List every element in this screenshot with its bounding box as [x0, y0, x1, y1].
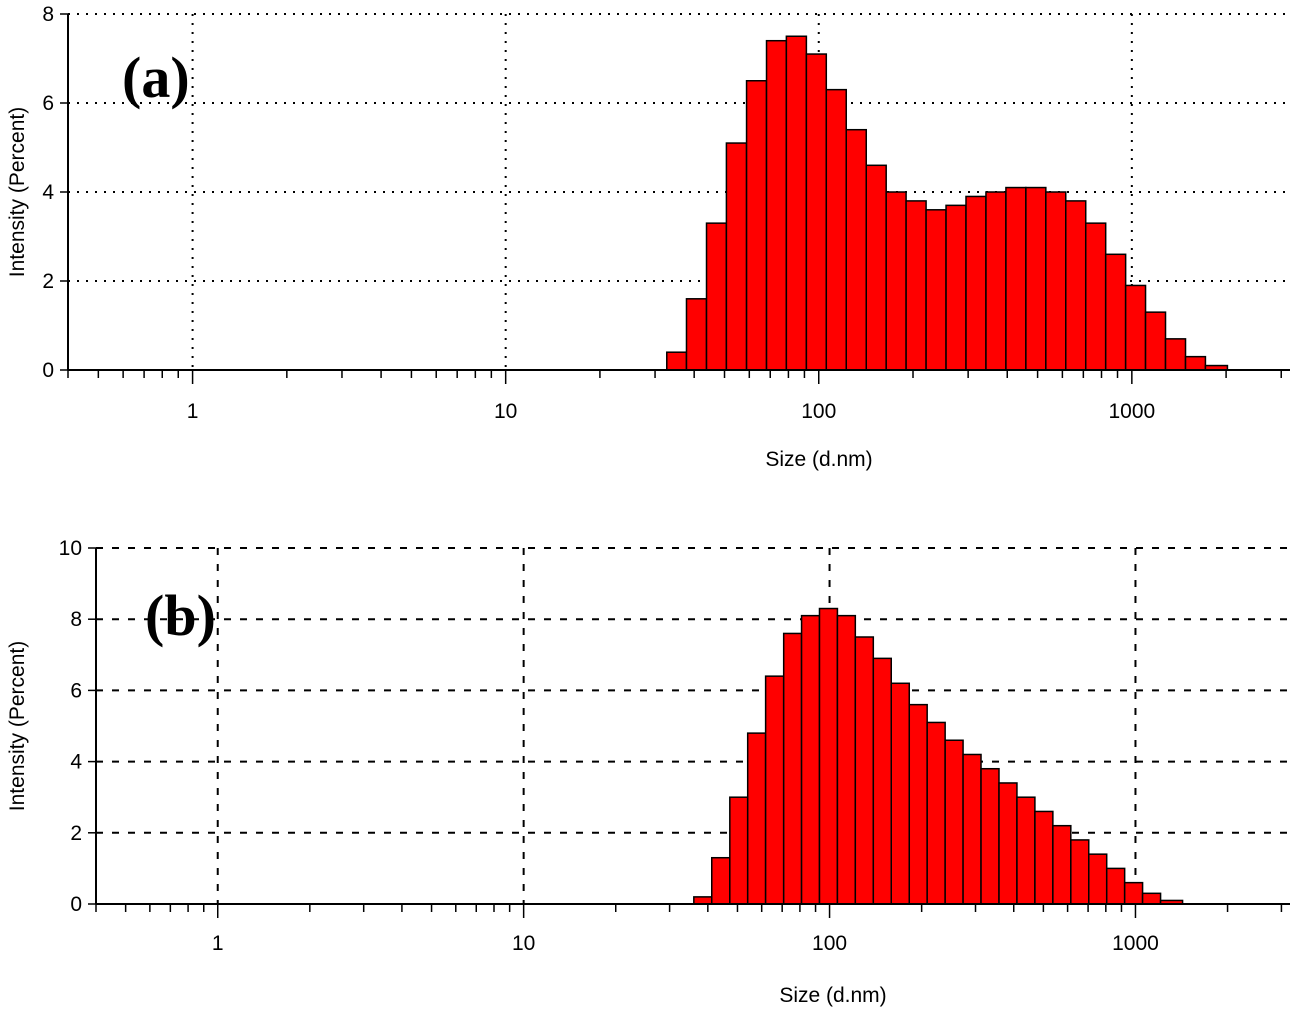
- y-tick-label: 8: [42, 3, 54, 26]
- histogram-bar: [1065, 200, 1087, 371]
- histogram-bar: [1088, 853, 1108, 905]
- histogram-bar: [711, 856, 731, 905]
- histogram-bar: [865, 164, 887, 371]
- histogram-bar: [1025, 186, 1047, 371]
- histogram-bar: [1144, 311, 1167, 371]
- histogram-bar: [962, 753, 982, 905]
- panel-label: (a): [122, 45, 190, 110]
- histogram-bar: [729, 796, 749, 905]
- x-tick-label: 1: [212, 932, 224, 955]
- y-tick-label: 10: [59, 537, 82, 560]
- histogram-bar: [890, 682, 911, 905]
- histogram-bar: [1184, 355, 1207, 371]
- histogram-bar: [1070, 839, 1090, 905]
- histogram-bar: [944, 739, 964, 905]
- histogram-bar: [745, 80, 768, 371]
- histogram-bar: [693, 896, 713, 905]
- histogram-bar: [1005, 186, 1027, 371]
- histogram-bar: [1034, 810, 1054, 905]
- histogram-bar: [1164, 338, 1187, 371]
- histogram-bar: [705, 222, 728, 371]
- histogram-bar: [800, 614, 821, 905]
- y-tick-label: 6: [70, 679, 82, 702]
- histogram-bar: [725, 142, 748, 371]
- histogram-bar: [1104, 253, 1127, 371]
- histogram-bar: [765, 39, 788, 371]
- histogram-bar: [998, 782, 1018, 905]
- y-tick-label: 4: [42, 181, 54, 204]
- histogram-bar: [945, 204, 967, 371]
- x-axis-label: Size (d.nm): [779, 984, 886, 1007]
- histogram-bar: [825, 88, 847, 371]
- histogram-bar: [805, 53, 828, 371]
- histogram-bar: [845, 128, 867, 371]
- histogram-bar: [836, 614, 857, 905]
- x-tick-label: 10: [512, 932, 535, 955]
- histogram-bar: [925, 209, 947, 371]
- histogram-bar: [1016, 796, 1036, 905]
- histogram-bar: [746, 732, 767, 905]
- y-tick-label: 0: [70, 893, 82, 916]
- histogram-bar: [965, 195, 987, 371]
- histogram-bar: [1084, 222, 1107, 371]
- histogram-bar: [685, 298, 708, 371]
- histogram-bar: [926, 721, 946, 905]
- y-tick-label: 2: [70, 822, 82, 845]
- histogram-bar: [1105, 867, 1126, 905]
- x-tick-label: 10: [494, 400, 517, 423]
- histogram-bar: [818, 607, 839, 905]
- x-tick-label: 1: [187, 400, 199, 423]
- histogram-bar: [1052, 824, 1072, 905]
- histogram-bar: [764, 675, 785, 905]
- histogram-bar: [1123, 881, 1144, 905]
- histogram-bar: [666, 351, 688, 371]
- histogram-bar: [985, 191, 1007, 371]
- histogram-bar: [980, 767, 1000, 905]
- y-axis-label: Intensity (Percent): [6, 641, 29, 811]
- histogram-bar: [782, 632, 803, 905]
- panel-b: 0 2 4 6 8 10 1 10 100 1000 Size (d.nm) Intensity (P…: [6, 537, 1290, 1007]
- y-tick-label: 0: [42, 359, 54, 382]
- histogram-bar: [1124, 284, 1147, 371]
- histogram-bar: [905, 200, 927, 371]
- x-tick-label: 1000: [1108, 400, 1155, 423]
- x-axis-label: Size (d.nm): [765, 448, 872, 471]
- x-tick-label: 100: [812, 932, 847, 955]
- histogram-bar: [872, 657, 893, 905]
- panel-a: 0 2 4 6 8 1 10 100 1000 Size (d.nm) Intensity (Per…: [6, 3, 1290, 471]
- histogram-bar: [854, 636, 875, 905]
- y-tick-label: 4: [70, 751, 82, 774]
- histogram-bar: [1141, 892, 1162, 905]
- histogram-bar: [885, 191, 907, 371]
- x-tick-label: 1000: [1112, 932, 1159, 955]
- panel-label: (b): [145, 583, 216, 648]
- histogram-bar: [1045, 191, 1067, 371]
- histogram-bar: [785, 35, 808, 371]
- y-axis-label: Intensity (Percent): [6, 107, 29, 277]
- y-tick-label: 6: [42, 92, 54, 115]
- histogram-bar: [908, 703, 928, 905]
- y-tick-label: 8: [70, 608, 82, 631]
- x-tick-label: 100: [801, 400, 836, 423]
- y-tick-label: 2: [42, 270, 54, 293]
